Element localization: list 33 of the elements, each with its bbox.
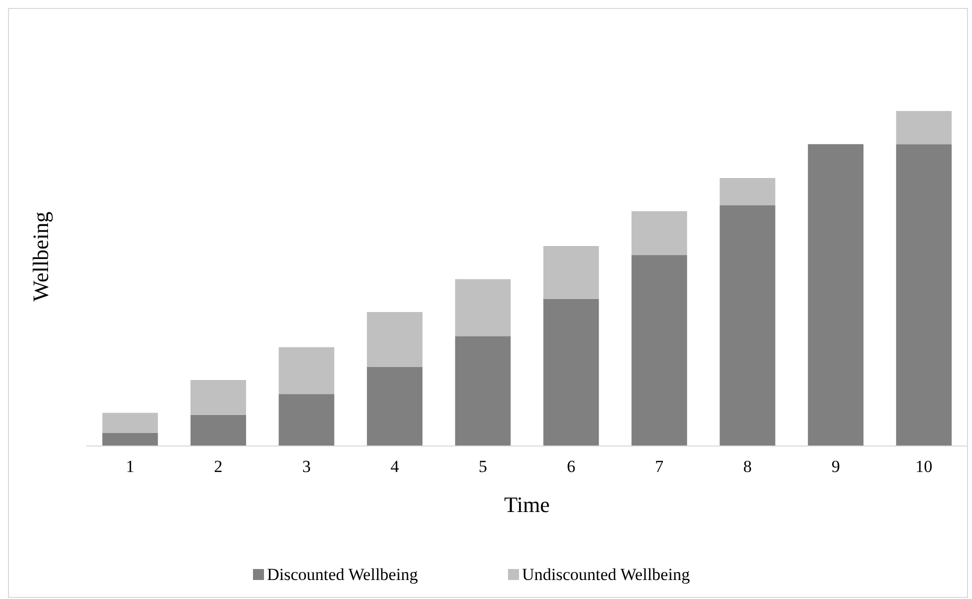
bar [455,279,511,336]
x-tick-label: 10 [915,457,932,476]
x-tick-label: 4 [390,457,400,476]
bar [278,394,334,446]
x-tick-label: 8 [743,457,752,476]
bar [102,412,158,433]
bar [720,205,776,446]
bar [366,366,422,446]
bar [543,298,599,446]
bar [278,347,334,394]
x-tick-label: 1 [126,457,134,476]
bar [455,336,511,446]
bar [543,246,599,299]
bar [896,144,952,446]
bar [808,144,864,446]
bar [190,414,246,446]
bar [632,211,688,256]
x-axis-title: Time [504,492,550,517]
legend-label: Discounted Wellbeing [267,565,418,584]
x-tick-label: 5 [478,457,488,476]
bar [366,312,422,367]
x-tick-label: 2 [214,457,223,476]
x-tick-label: 9 [831,457,840,476]
x-tick-label: 7 [655,457,664,476]
x-tick-label: 3 [302,457,311,476]
bar [720,178,776,206]
y-axis-title: Wellbeing [28,212,53,302]
bar [102,432,158,446]
bar [190,380,246,415]
legend-label: Undiscounted Wellbeing [522,565,690,584]
bar [632,255,688,446]
bar [896,111,952,144]
x-tick-label: 6 [566,457,576,476]
